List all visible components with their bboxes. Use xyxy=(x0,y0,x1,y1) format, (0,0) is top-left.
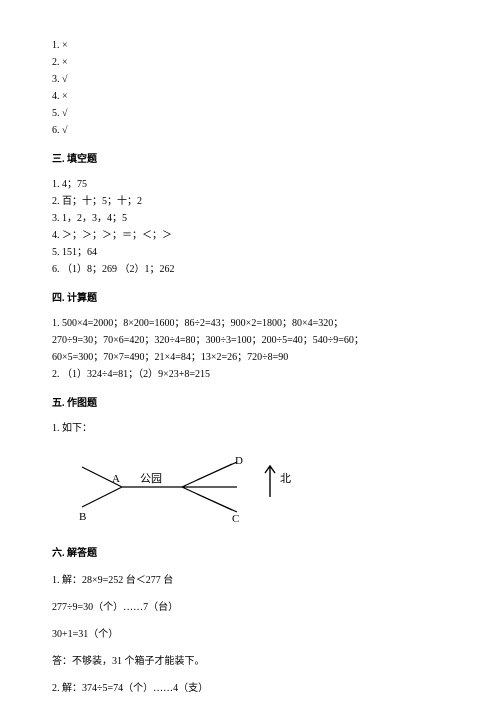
tf-item: 3. √ xyxy=(52,72,448,87)
solve-line: 30+1=31（个） xyxy=(52,627,448,642)
solve-block: 1. 解：28×9=252 台＜277 台 277÷9=30（个）……7（台） … xyxy=(52,573,448,696)
fill-item: 1. 4；75 xyxy=(52,177,448,192)
calc-line: 1. 500×4=2000；8×200=1600；86÷2=43；900×2=1… xyxy=(52,316,448,331)
fill-item: 5. 151；64 xyxy=(52,245,448,260)
label-d: D xyxy=(235,455,243,467)
solve-title: 六. 解答题 xyxy=(52,546,448,561)
fill-item: 2. 百；十；5；十；2 xyxy=(52,194,448,209)
calc-line: 270÷9=30；70×6=420；320÷4=80；300÷3=100；200… xyxy=(52,333,448,348)
label-a: A xyxy=(112,473,120,485)
calc-line: 2. （1）324÷4=81；（2）9×23+8=215 xyxy=(52,367,448,382)
fill-item: 6. （1）8；269 （2）1；262 xyxy=(52,262,448,277)
fill-list: 1. 4；75 2. 百；十；5；十；2 3. 1，2，3，4；5 4. ＞；＞… xyxy=(52,177,448,277)
label-park: 公园 xyxy=(140,472,162,485)
calc-line: 60×5=300；70×7=490；21×4=84；13×2=26；720÷8=… xyxy=(52,350,448,365)
draw-item-label: 1. 如下： xyxy=(52,421,448,436)
solve-line: 277÷9=30（个）……7（台） xyxy=(52,600,448,615)
diagram-svg: A B C D 公园 北 xyxy=(52,442,312,532)
calc-title: 四. 计算题 xyxy=(52,291,448,306)
label-b: B xyxy=(79,511,86,523)
label-north: 北 xyxy=(280,472,291,485)
tf-item: 5. √ xyxy=(52,106,448,121)
fill-item: 3. 1，2，3，4；5 xyxy=(52,211,448,226)
tf-item: 1. × xyxy=(52,38,448,53)
solve-line: 2. 解：374÷5=74（个）……4（支） xyxy=(52,681,448,696)
tf-item: 6. √ xyxy=(52,123,448,138)
fill-title: 三. 填空题 xyxy=(52,152,448,167)
label-c: C xyxy=(232,513,239,525)
solve-line: 答：不够装，31 个箱子才能装下。 xyxy=(52,654,448,669)
calc-block: 1. 500×4=2000；8×200=1600；86÷2=43；900×2=1… xyxy=(52,316,448,382)
true-false-list: 1. × 2. × 3. √ 4. × 5. √ 6. √ xyxy=(52,38,448,138)
tf-item: 4. × xyxy=(52,89,448,104)
solve-line: 1. 解：28×9=252 台＜277 台 xyxy=(52,573,448,588)
tf-item: 2. × xyxy=(52,55,448,70)
draw-title: 五. 作图题 xyxy=(52,396,448,411)
fill-item: 4. ＞；＞；＞；＝；＜；＞ xyxy=(52,228,448,243)
